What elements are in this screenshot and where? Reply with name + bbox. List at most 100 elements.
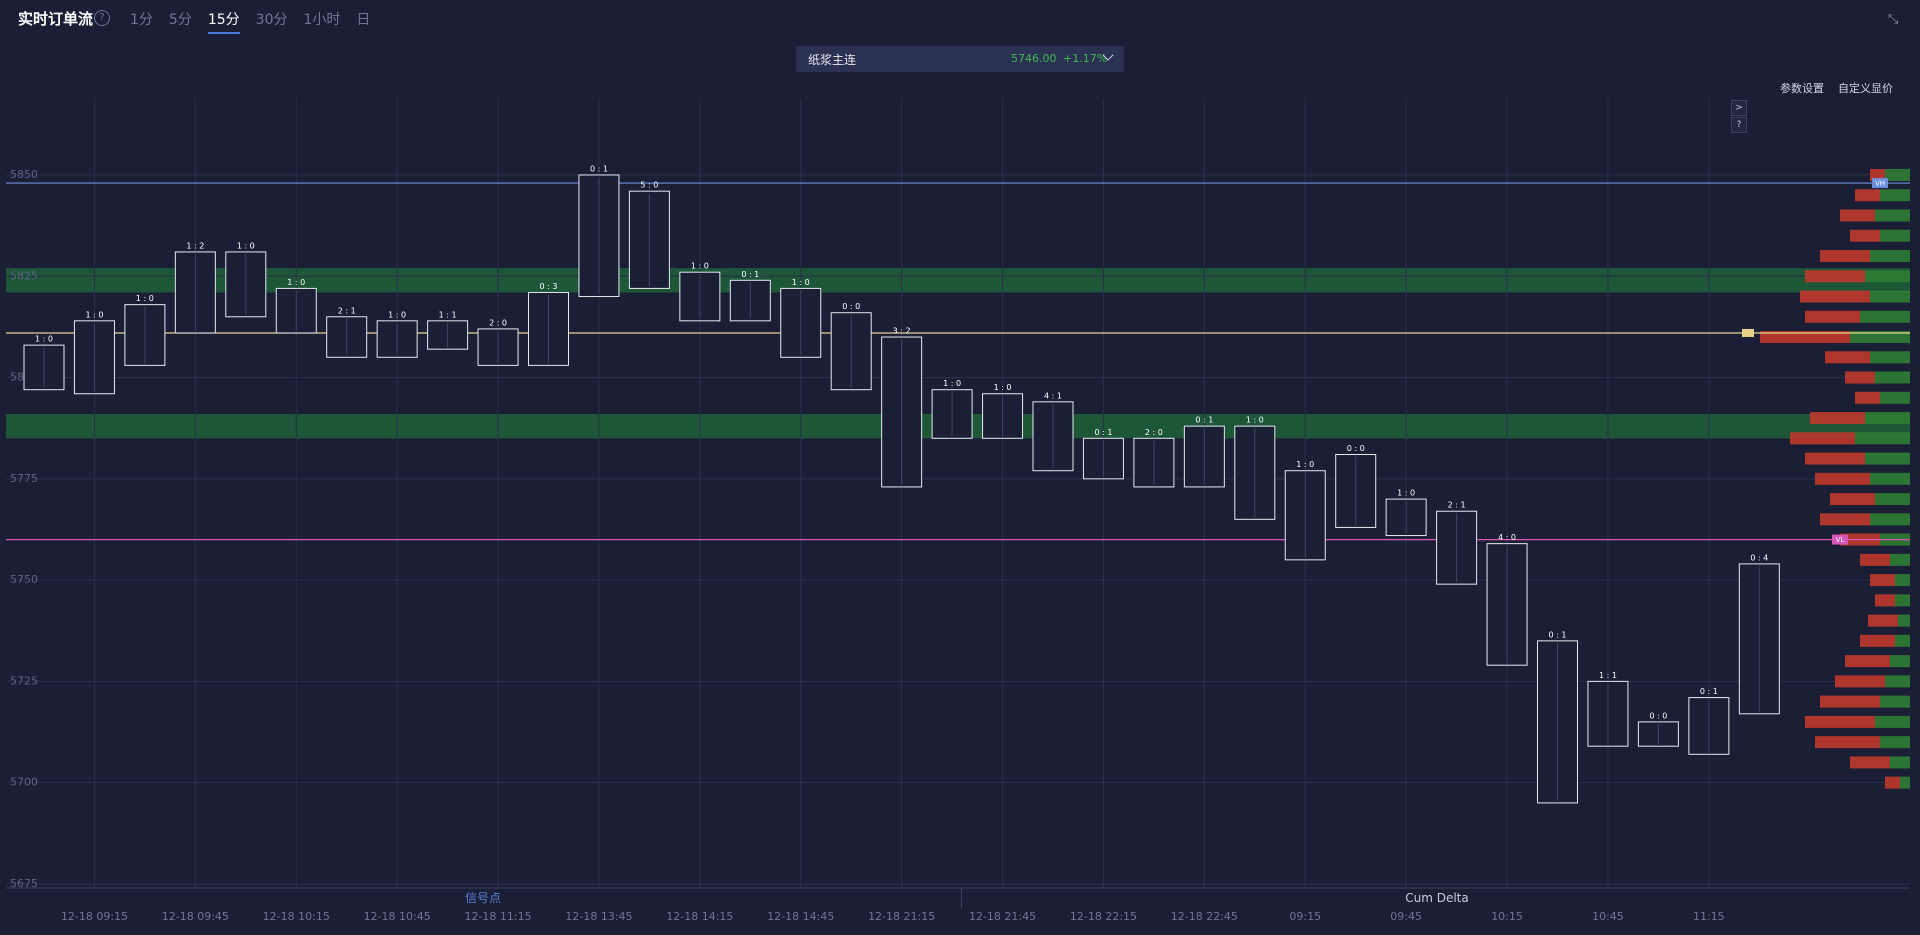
profile-bar <box>1895 634 1910 647</box>
collapse-icon[interactable]: ⤡ <box>1888 12 1899 27</box>
profile-bar <box>1860 553 1890 566</box>
profile-bar <box>1835 675 1885 688</box>
profile-bar <box>1875 493 1910 506</box>
profile-bar <box>1870 250 1910 262</box>
level-tag <box>1742 328 1754 337</box>
footprint-delta: 0 : 3 <box>540 282 558 291</box>
profile-bar <box>1885 776 1900 789</box>
profile-bar <box>1820 250 1870 262</box>
footprint-delta: 1 : 1 <box>439 310 457 319</box>
x-tick-label: 12-18 22:45 <box>1171 910 1238 923</box>
interval-tab[interactable]: 1分 <box>130 12 153 28</box>
interval-tab[interactable]: 日 <box>356 12 371 28</box>
footprint-delta: 1 : 0 <box>35 335 53 344</box>
profile-bar <box>1805 270 1865 283</box>
footprint-delta: 1 : 0 <box>237 241 255 250</box>
footprint-delta: 4 : 1 <box>1044 391 1062 400</box>
x-tick-label: 12-18 14:15 <box>666 910 733 923</box>
profile-bar <box>1875 371 1910 384</box>
help-icon[interactable]: ? <box>94 10 110 26</box>
profile-bar <box>1870 168 1885 181</box>
x-tick-label: 12-18 10:45 <box>364 910 431 923</box>
profile-bar <box>1880 189 1910 202</box>
profile-bar <box>1830 493 1875 506</box>
value-zone <box>6 268 1910 293</box>
footprint-delta: 1 : 0 <box>136 294 154 303</box>
profile-bar <box>1898 614 1910 627</box>
panel-title: 实时订单流 <box>18 10 94 28</box>
profile-bar <box>1865 270 1910 283</box>
footprint-delta: 0 : 0 <box>842 302 860 311</box>
toolbar-button[interactable]: 参数设置 <box>1780 82 1824 95</box>
x-tick-label: 09:15 <box>1289 910 1321 923</box>
profile-bar <box>1895 594 1910 607</box>
footprint-delta: 1 : 0 <box>388 310 406 319</box>
instrument-price: 5746.00 <box>1011 52 1057 65</box>
interval-tab[interactable]: 15分 <box>207 9 240 34</box>
profile-bar <box>1870 351 1910 364</box>
profile-bar <box>1890 756 1910 769</box>
footprint-delta: 1 : 0 <box>1246 416 1264 425</box>
instrument-selector[interactable]: 纸浆主连 5746.00 +1.17% <box>796 46 1124 72</box>
level-label: VL <box>1836 536 1845 544</box>
profile-bar <box>1890 655 1910 668</box>
profile-bar <box>1880 391 1910 404</box>
footprint-delta: 0 : 0 <box>1347 444 1365 453</box>
profile-bar <box>1840 209 1875 222</box>
footprint-delta: 3 : 2 <box>893 327 911 336</box>
profile-bar <box>1760 331 1850 344</box>
footprint-delta: 1 : 1 <box>1599 671 1617 680</box>
profile-bar <box>1890 553 1910 566</box>
cum-delta-tab[interactable]: Cum Delta <box>961 888 1912 908</box>
profile-bar <box>1855 391 1880 404</box>
expand-button[interactable]: > <box>1731 100 1747 116</box>
level-tag <box>1832 534 1848 545</box>
x-tick-label: 09:45 <box>1390 910 1422 923</box>
interval-tab[interactable]: 5分 <box>168 12 192 28</box>
profile-bar <box>1875 209 1910 222</box>
y-tick-label: 5725 <box>10 674 38 687</box>
profile-bar <box>1805 452 1865 465</box>
profile-bar <box>1900 776 1910 789</box>
footprint-delta: 0 : 1 <box>741 270 759 279</box>
footprint-delta: 4 : 0 <box>1498 533 1516 542</box>
profile-bar <box>1850 331 1910 344</box>
instrument-name: 纸浆主连 <box>808 53 857 67</box>
profile-bar <box>1845 371 1875 384</box>
y-tick-label: 5675 <box>10 877 38 890</box>
footprint-delta: 0 : 1 <box>1700 687 1718 696</box>
y-tick-label: 5750 <box>10 573 38 586</box>
x-tick-label: 11:15 <box>1693 910 1725 923</box>
profile-bar <box>1855 189 1880 202</box>
x-tick-label: 12-18 09:15 <box>61 910 128 923</box>
x-tick-label: 12-18 21:15 <box>868 910 935 923</box>
x-tick-label: 12-18 13:45 <box>565 910 632 923</box>
interval-tab[interactable]: 1小时 <box>303 12 341 28</box>
profile-bar <box>1895 574 1910 587</box>
profile-bar <box>1850 229 1880 242</box>
footprint-delta: 2 : 1 <box>338 306 356 315</box>
footprint-delta: 2 : 0 <box>489 318 507 327</box>
profile-bar <box>1885 675 1910 688</box>
profile-bar <box>1870 574 1895 587</box>
profile-bar <box>1860 310 1910 323</box>
signal-tab[interactable]: 信号点 <box>464 891 501 905</box>
profile-bar <box>1820 513 1870 526</box>
profile-bar <box>1805 310 1860 323</box>
info-button[interactable]: ? <box>1731 117 1747 133</box>
y-tick-label: 5700 <box>10 776 38 789</box>
toolbar-button[interactable]: 自定义显价 <box>1838 82 1893 95</box>
interval-tab[interactable]: 30分 <box>255 12 288 28</box>
profile-bar <box>1870 513 1910 526</box>
profile-bar <box>1870 290 1910 303</box>
footprint-delta: 0 : 1 <box>1195 416 1213 425</box>
profile-bar <box>1815 736 1880 749</box>
profile-bar <box>1855 432 1910 445</box>
footprint-delta: 1 : 0 <box>1397 489 1415 498</box>
x-tick-label: 12-18 09:45 <box>162 910 229 923</box>
footprint-delta: 1 : 0 <box>85 310 103 319</box>
profile-bar <box>1885 168 1910 181</box>
level-tag <box>1872 178 1888 189</box>
